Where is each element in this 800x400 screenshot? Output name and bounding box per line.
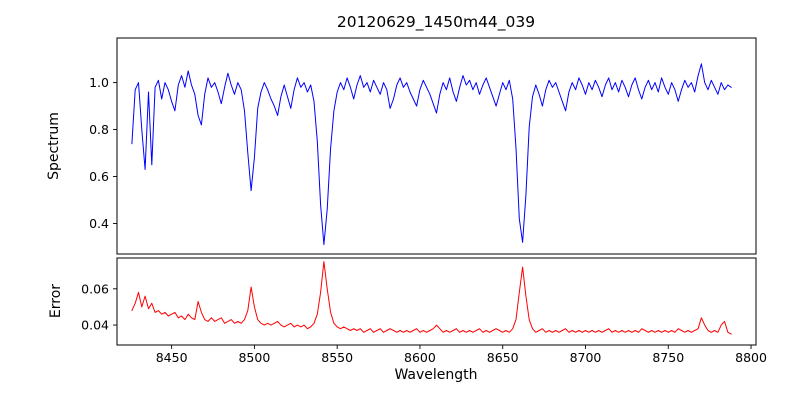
plot-layer: 0.4 0.6 0.8 1.0 0.04 0.06 8450 8500 8550 8600 8650… xyxy=(81,37,767,365)
x-tick-label: 8600 xyxy=(404,350,436,365)
x-tick-label: 8700 xyxy=(570,350,602,365)
x-tick-label: 8750 xyxy=(652,350,684,365)
x-tick-label: 8450 xyxy=(156,350,188,365)
y-axis-label-error: Error xyxy=(48,284,64,318)
x-axis-label: Wavelength xyxy=(394,367,477,383)
y-tick-label: 0.8 xyxy=(89,122,109,137)
x-tick-label: 8550 xyxy=(321,350,353,365)
panel-border-spectrum xyxy=(116,37,757,255)
y-tick-label: 0.04 xyxy=(81,318,109,333)
panel-border-error xyxy=(116,257,757,346)
y-tick-label: 0.6 xyxy=(89,169,109,184)
y-tick-label: 1.0 xyxy=(89,75,109,90)
x-tick-label: 8800 xyxy=(735,350,767,365)
y-tick-label: 0.4 xyxy=(89,216,109,231)
x-tick-label: 8650 xyxy=(487,350,519,365)
error-line xyxy=(131,261,732,335)
y-tick-label: 0.06 xyxy=(81,281,109,296)
y-axis-label-spectrum: Spectrum xyxy=(46,112,62,180)
spectrum-line xyxy=(131,63,732,246)
chart-title: 20120629_1450m44_039 xyxy=(337,13,535,32)
x-tick-label: 8500 xyxy=(238,350,270,365)
